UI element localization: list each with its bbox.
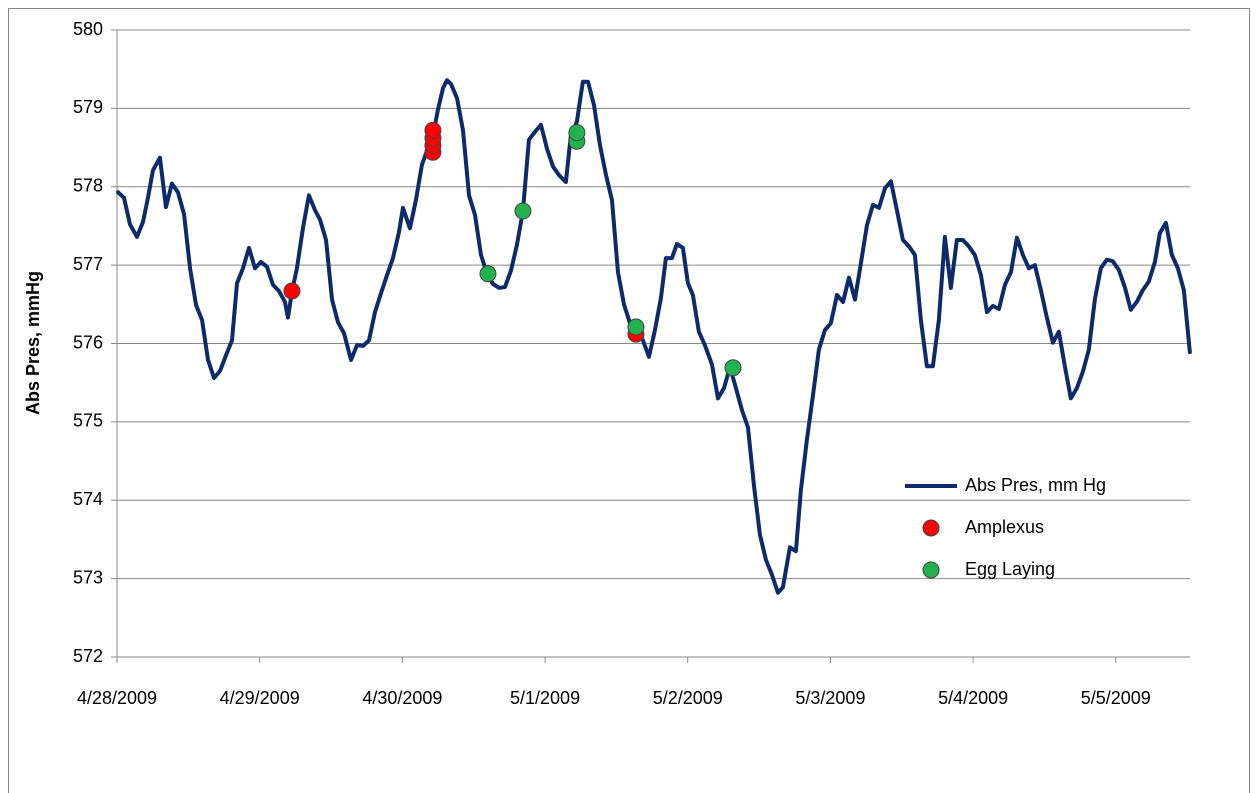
legend-label: Abs Pres, mm Hg	[965, 475, 1106, 495]
x-tick-label: 4/29/2009	[220, 688, 300, 708]
data-point	[283, 282, 301, 300]
y-tick-label: 573	[73, 567, 103, 587]
legend-label: Amplexus	[965, 517, 1044, 537]
x-tick-label: 5/2/2009	[653, 688, 723, 708]
legend-label: Egg Laying	[965, 559, 1055, 579]
y-tick-label: 575	[73, 411, 103, 431]
x-tick-label: 5/4/2009	[938, 688, 1008, 708]
y-tick-label: 578	[73, 176, 103, 196]
chart-frame	[8, 8, 1250, 793]
y-tick-label: 572	[73, 646, 103, 666]
y-tick-label: 577	[73, 254, 103, 274]
data-point	[514, 202, 532, 220]
x-tick-label: 5/3/2009	[795, 688, 865, 708]
legend-swatch	[922, 561, 940, 579]
data-point	[627, 318, 645, 336]
data-point	[479, 265, 497, 283]
x-tick-label: 4/28/2009	[77, 688, 157, 708]
legend-swatch	[922, 519, 940, 537]
data-point	[724, 359, 742, 377]
data-point	[568, 124, 586, 142]
y-axis-label: Abs Pres, mmHg	[23, 271, 43, 415]
x-tick-label: 5/1/2009	[510, 688, 580, 708]
y-tick-label: 574	[73, 489, 103, 509]
y-tick-label: 576	[73, 332, 103, 352]
y-tick-label: 579	[73, 97, 103, 117]
x-tick-label: 4/30/2009	[362, 688, 442, 708]
data-point	[424, 121, 442, 139]
x-tick-label: 5/5/2009	[1081, 688, 1151, 708]
y-tick-label: 580	[73, 19, 103, 39]
